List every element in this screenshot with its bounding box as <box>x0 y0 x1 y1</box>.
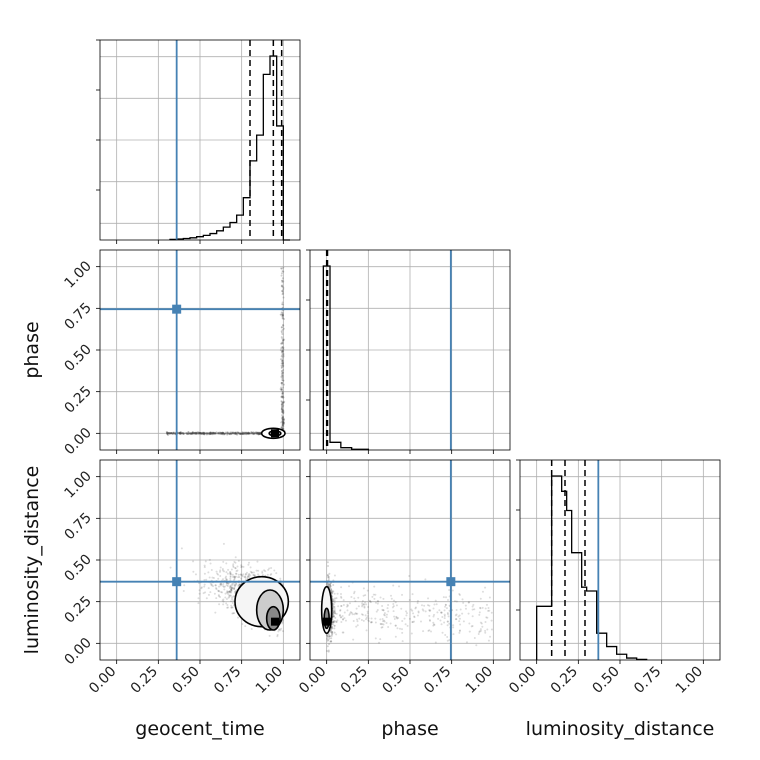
panel-r1-c1 <box>306 249 511 454</box>
y-tick-label: 0.50 <box>61 552 94 585</box>
contour-peak <box>322 617 331 626</box>
x-tick-label: 0.50 <box>379 664 412 697</box>
y-tick-label: 1.00 <box>61 468 94 501</box>
contour-peak <box>271 617 279 626</box>
y-tick-label: 0.75 <box>61 300 94 333</box>
y-tick-label: 0.75 <box>61 510 94 543</box>
contour-peak <box>271 429 279 438</box>
x-tick-label: 0.25 <box>128 664 161 697</box>
y-tick-label: 1.00 <box>61 258 94 291</box>
y-tick-label: 0.00 <box>61 425 94 458</box>
histogram-luminosity_distance <box>536 475 648 661</box>
panel-r2-c0: 0.000.250.500.751.000.00 0.25 0.50 0.75 1.00 <box>61 459 301 697</box>
x-tick-label: 0.00 <box>506 664 539 697</box>
x-axis-label-1: phase <box>381 718 438 740</box>
y-tick-label: 0.25 <box>61 383 94 416</box>
x-tick-label: 1.00 <box>673 664 706 697</box>
panel-r2-c2: 0.00 0.25 0.50 0.75 1.00 <box>506 459 721 697</box>
panel-r0-c0 <box>96 39 301 244</box>
x-tick-label: 0.00 <box>296 664 329 697</box>
x-tick-label: 1.00 <box>253 664 286 697</box>
x-tick-label: 0.75 <box>631 664 664 697</box>
truth-marker <box>446 577 456 587</box>
panel-r2-c1: 0.00 0.25 0.50 0.75 1.00 <box>296 459 511 697</box>
x-tick-label: 0.75 <box>211 664 244 697</box>
y-axis-label-1: phase <box>21 321 43 378</box>
x-tick-label: 0.75 <box>421 664 454 697</box>
x-axis-label-0: geocent_time <box>135 718 264 740</box>
y-tick-label: 0.00 <box>61 635 94 668</box>
x-tick-label: 0.50 <box>589 664 622 697</box>
panel-r1-c0: 0.00 0.25 0.50 0.75 1.00 <box>61 249 301 458</box>
x-tick-label: 0.50 <box>169 664 202 697</box>
y-tick-label: 0.50 <box>61 342 94 375</box>
y-axis-label-2: luminosity_distance <box>21 466 43 655</box>
x-tick-label: 0.00 <box>86 664 119 697</box>
histogram-geocent_time <box>169 55 290 241</box>
y-tick-label: 0.25 <box>61 593 94 626</box>
truth-marker <box>172 304 182 314</box>
truth-marker <box>172 577 182 587</box>
x-tick-label: 0.25 <box>338 664 371 697</box>
x-tick-label: 1.00 <box>463 664 496 697</box>
x-axis-label-2: luminosity_distance <box>526 718 715 740</box>
x-tick-label: 0.25 <box>548 664 581 697</box>
